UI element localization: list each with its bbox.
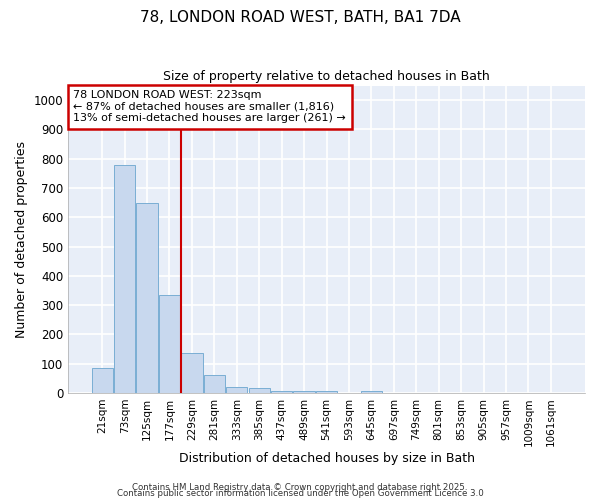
Bar	[316, 392, 337, 393]
Text: 78 LONDON ROAD WEST: 223sqm
← 87% of detached houses are smaller (1,816)
13% of : 78 LONDON ROAD WEST: 223sqm ← 87% of det…	[73, 90, 346, 124]
Bar	[92, 368, 113, 393]
Bar	[271, 392, 292, 393]
X-axis label: Distribution of detached houses by size in Bath: Distribution of detached houses by size …	[179, 452, 475, 465]
Text: 78, LONDON ROAD WEST, BATH, BA1 7DA: 78, LONDON ROAD WEST, BATH, BA1 7DA	[140, 10, 460, 25]
Bar	[293, 392, 315, 393]
Bar	[114, 164, 135, 393]
Bar	[181, 354, 203, 393]
Bar	[226, 386, 247, 393]
Text: Contains HM Land Registry data © Crown copyright and database right 2025.: Contains HM Land Registry data © Crown c…	[132, 484, 468, 492]
Bar	[136, 203, 158, 393]
Bar	[248, 388, 270, 393]
Bar	[361, 392, 382, 393]
Title: Size of property relative to detached houses in Bath: Size of property relative to detached ho…	[163, 70, 490, 83]
Bar	[159, 295, 180, 393]
Bar	[204, 376, 225, 393]
Y-axis label: Number of detached properties: Number of detached properties	[15, 141, 28, 338]
Text: Contains public sector information licensed under the Open Government Licence 3.: Contains public sector information licen…	[116, 488, 484, 498]
